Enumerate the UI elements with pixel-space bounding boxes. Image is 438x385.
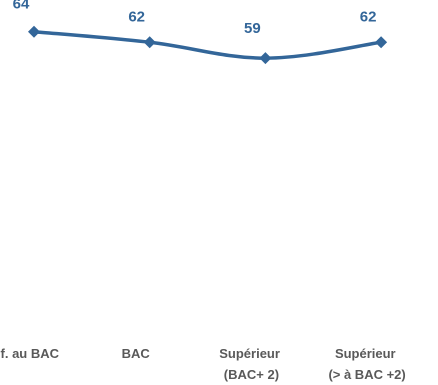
x-axis-tick-labels: Inf. au BAC BAC Supérieur (BAC+ 2) Supér… xyxy=(0,346,406,382)
data-point-3 xyxy=(375,36,388,49)
x-tick-label-1-line-0: BAC xyxy=(122,346,151,361)
x-tick-label-2-line-1: (BAC+ 2) xyxy=(224,367,279,382)
series-line xyxy=(32,29,383,60)
data-label-2: 59 xyxy=(244,20,261,37)
x-tick-label-2: Supérieur (BAC+ 2) xyxy=(219,346,283,382)
x-tick-label-3: Supérieur (> à BAC +2) xyxy=(328,346,405,382)
data-point-0 xyxy=(28,25,40,38)
data-label-3: 62 xyxy=(360,8,377,25)
x-tick-label-0: Inf. au BAC xyxy=(0,346,60,361)
x-tick-label-0-line-0: Inf. au BAC xyxy=(0,346,60,361)
x-tick-label-3-line-1: (> à BAC +2) xyxy=(328,367,405,382)
x-tick-label-1: BAC xyxy=(122,346,151,361)
data-label-layer: 64 62 59 62 xyxy=(13,0,377,37)
data-point-2 xyxy=(259,52,272,65)
x-tick-label-2-line-0: Supérieur xyxy=(219,346,280,361)
series-line-layer xyxy=(32,29,383,60)
x-tick-label-3-line-0: Supérieur xyxy=(335,346,396,361)
marker-layer xyxy=(28,25,388,65)
data-label-0: 64 xyxy=(13,0,30,13)
data-label-1: 62 xyxy=(128,8,145,25)
data-point-1 xyxy=(143,36,156,49)
